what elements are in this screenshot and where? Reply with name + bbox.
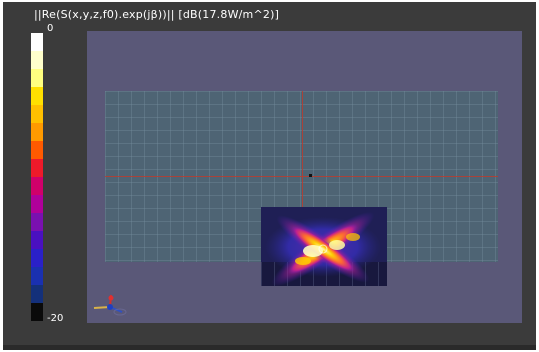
colorbar-swatch [31,267,43,285]
viewer-frame-bottom [3,345,536,350]
field-distribution-plot[interactable] [261,207,387,286]
colorbar-swatch [31,159,43,177]
colorbar-swatch [31,303,43,321]
colorbar-swatch [31,51,43,69]
colorbar-swatch [31,213,43,231]
colorbar-swatch [31,87,43,105]
x-axis-line [105,176,498,177]
colorbar-min-label: -20 [47,313,64,324]
colorbar-swatch [31,231,43,249]
radiation-pattern-graphic [265,211,381,286]
y-axis-line [302,91,303,262]
legend-title: ||Re(S(x,y,z,f0).exp(jβ))|| [dB(17.8W/m^… [34,8,280,21]
colorbar-max-label: 0 [47,23,54,34]
colorbar-swatch [31,249,43,267]
axes-triad [92,290,132,320]
xyz-axes-icon [93,294,127,316]
colorbar-swatch [31,177,43,195]
colorbar-swatch [31,105,43,123]
origin-marker [309,174,312,177]
colorbar-swatch [31,141,43,159]
colorbar-swatch [31,285,43,303]
colorbar [31,33,43,321]
colorbar-swatch [31,195,43,213]
colorbar-swatch [31,33,43,51]
colorbar-swatch [31,123,43,141]
colorbar-swatch [31,69,43,87]
